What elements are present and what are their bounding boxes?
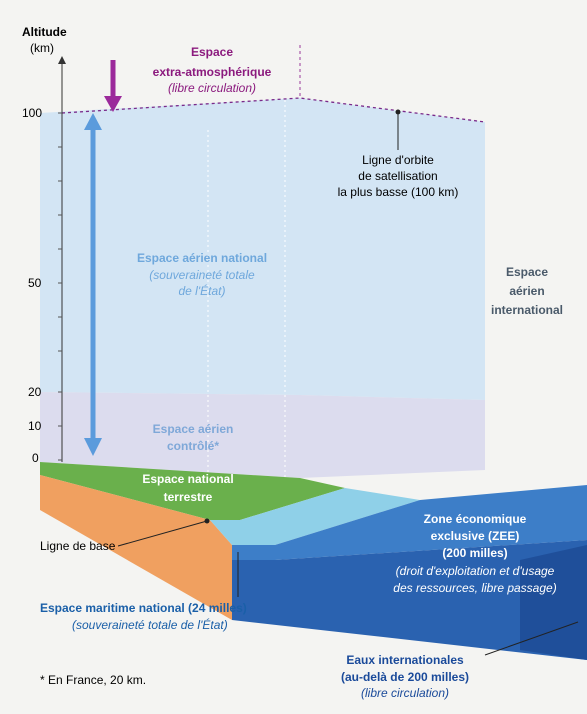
axis-title: Altitude (22, 25, 67, 39)
tick-label: 50 (28, 276, 42, 290)
label: contrôlé* (167, 439, 219, 453)
label: Espace aérien national (137, 251, 267, 265)
label: Espace (191, 45, 233, 59)
tick-label: 10 (28, 419, 42, 433)
label: (souveraineté totale (149, 268, 255, 282)
label: Ligne de base (40, 539, 116, 553)
label: Eaux internationales (346, 653, 464, 667)
label: des ressources, libre passage) (393, 581, 556, 595)
label: Espace maritime national (24 milles) (40, 601, 247, 615)
tick-label: 20 (28, 385, 42, 399)
label: de l'État) (179, 283, 226, 298)
label: international (491, 303, 563, 317)
national-airspace (40, 98, 485, 400)
label: exclusive (ZEE) (431, 529, 520, 543)
label: aérien (509, 284, 544, 298)
label: Espace (506, 265, 548, 279)
leader-dot (396, 110, 401, 115)
label: Zone économique (424, 512, 527, 526)
diagram: Altitude (km) 100 50 20 10 0 Espace extr… (0, 0, 587, 714)
international-waters (520, 545, 587, 660)
controlled-airspace (40, 392, 485, 478)
label: (libre circulation) (168, 81, 256, 95)
label: (souveraineté totale de l'État) (72, 617, 228, 632)
label: Espace national (142, 472, 233, 486)
label: Ligne d'orbite (362, 153, 434, 167)
label: la plus basse (100 km) (338, 185, 459, 199)
label: (200 milles) (442, 546, 507, 560)
footnote: * En France, 20 km. (40, 673, 146, 687)
label: (droit d'exploitation et d'usage (396, 564, 555, 578)
tick-label: 100 (22, 106, 42, 120)
leader-dot (205, 519, 210, 524)
label: Espace aérien (153, 422, 234, 436)
label: extra-atmosphérique (153, 65, 272, 79)
label: de satellisation (358, 169, 437, 183)
label: terrestre (164, 490, 213, 504)
label: (au-delà de 200 milles) (341, 670, 469, 684)
axis-title: (km) (30, 41, 54, 55)
label: (libre circulation) (361, 686, 449, 700)
tick-label: 0 (32, 451, 39, 465)
